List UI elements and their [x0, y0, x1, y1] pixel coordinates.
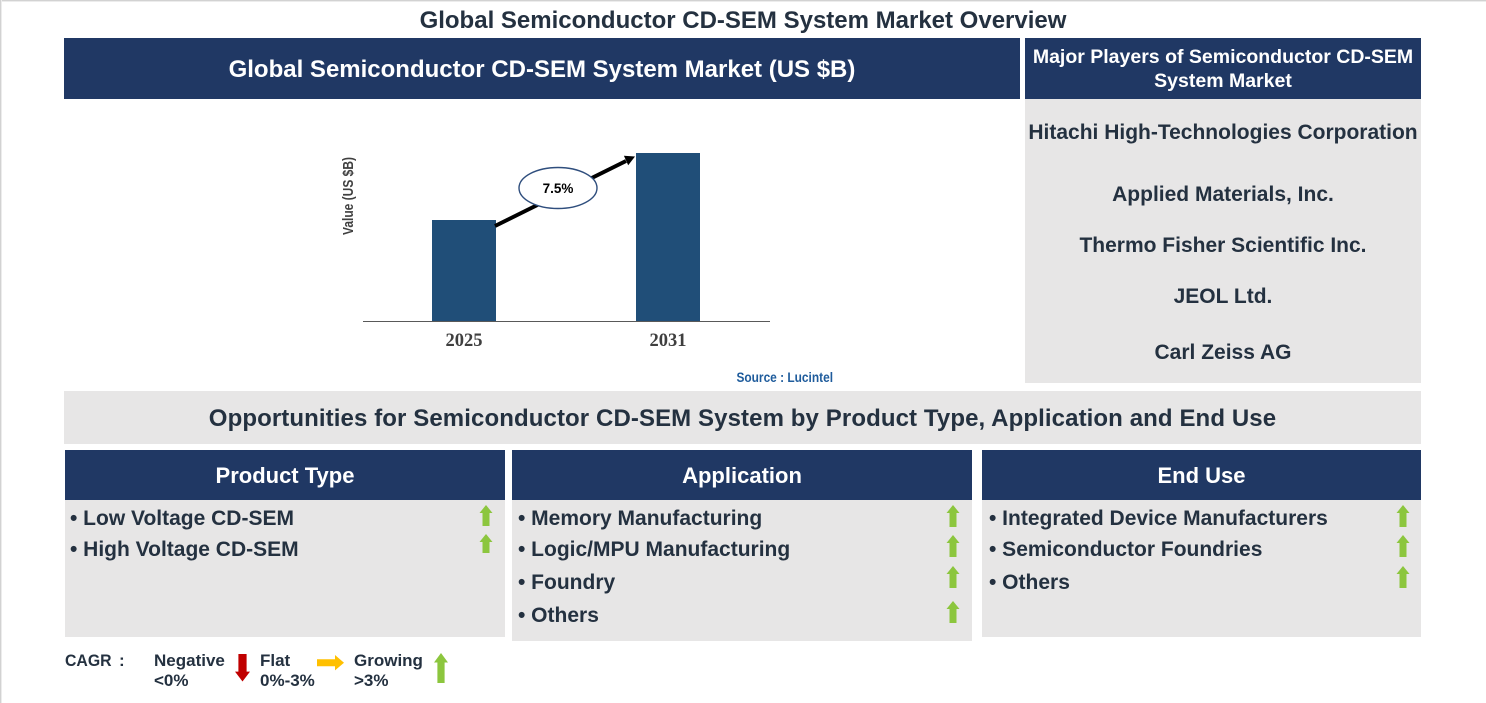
svg-text:7.5%: 7.5%: [543, 181, 574, 196]
